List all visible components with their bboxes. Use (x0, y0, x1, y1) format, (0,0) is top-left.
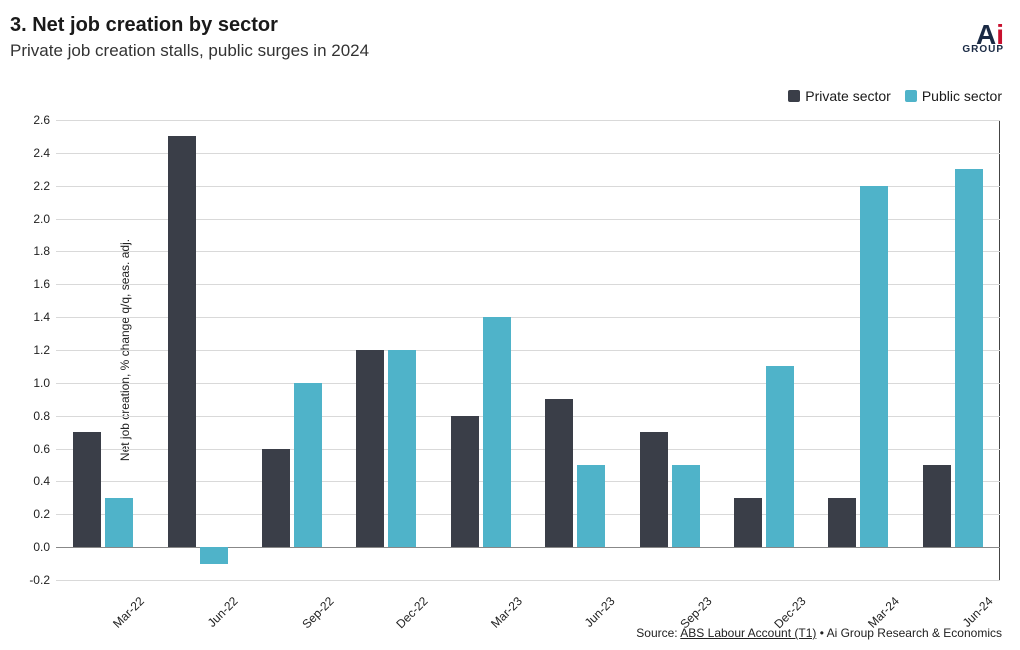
xtick-label: Sep-22 (299, 594, 336, 631)
gridline (56, 120, 1000, 121)
chart-plot-area: Net job creation, % change q/q, seas. ad… (56, 120, 1000, 580)
bar (734, 498, 762, 547)
gridline (56, 481, 1000, 482)
bar (577, 465, 605, 547)
gridline (56, 317, 1000, 318)
ytick-label: 2.0 (33, 212, 50, 226)
xtick-label: Jun-23 (582, 594, 618, 630)
ytick-label: 1.6 (33, 277, 50, 291)
gridline (56, 251, 1000, 252)
source-link[interactable]: ABS Labour Account (T1) (680, 626, 816, 640)
bar (860, 186, 888, 547)
bar (923, 465, 951, 547)
ytick-label: 0.2 (33, 507, 50, 521)
gridline (56, 416, 1000, 417)
legend-swatch-private (788, 90, 800, 102)
legend-item-private: Private sector (788, 88, 891, 104)
gridline (56, 350, 1000, 351)
legend-label-public: Public sector (922, 88, 1002, 104)
bar (451, 416, 479, 547)
bar (105, 498, 133, 547)
ytick-label: 1.8 (33, 244, 50, 258)
ytick-label: 1.2 (33, 343, 50, 357)
chart-legend: Private sector Public sector (788, 88, 1002, 104)
legend-swatch-public (905, 90, 917, 102)
bar (294, 383, 322, 547)
bar (200, 547, 228, 563)
bar (545, 399, 573, 547)
ytick-label: 0.0 (33, 540, 50, 554)
xtick-label: Jun-22 (204, 594, 240, 630)
bar (955, 169, 983, 547)
bar (483, 317, 511, 547)
ytick-label: 1.0 (33, 376, 50, 390)
ytick-label: 0.8 (33, 409, 50, 423)
gridline (56, 219, 1000, 220)
bar (262, 449, 290, 548)
bar (388, 350, 416, 547)
logo-subtext: GROUP (962, 44, 1004, 55)
xtick-label: Dec-22 (394, 594, 431, 631)
ytick-label: 0.6 (33, 442, 50, 456)
bar (828, 498, 856, 547)
legend-item-public: Public sector (905, 88, 1002, 104)
ytick-label: 2.4 (33, 146, 50, 160)
zero-line (56, 547, 1000, 548)
gridline (56, 284, 1000, 285)
gridline (56, 449, 1000, 450)
gridline (56, 383, 1000, 384)
bar (356, 350, 384, 547)
chart-source: Source: ABS Labour Account (T1) • Ai Gro… (636, 626, 1002, 640)
ytick-label: -0.2 (29, 573, 50, 587)
bar (168, 136, 196, 547)
xtick-label: Mar-23 (488, 594, 525, 631)
gridline (56, 186, 1000, 187)
gridline (56, 153, 1000, 154)
bar (73, 432, 101, 547)
xtick-label: Mar-22 (110, 594, 147, 631)
bar (640, 432, 668, 547)
gridline (56, 514, 1000, 515)
legend-label-private: Private sector (805, 88, 891, 104)
bar (672, 465, 700, 547)
ytick-label: 2.2 (33, 179, 50, 193)
source-suffix: • Ai Group Research & Economics (816, 626, 1002, 640)
ytick-label: 0.4 (33, 474, 50, 488)
ytick-label: 2.6 (33, 113, 50, 127)
bar (766, 366, 794, 547)
chart-title: 3. Net job creation by sector (10, 14, 1010, 37)
brand-logo: Ai GROUP (962, 24, 1004, 55)
gridline (56, 580, 1000, 581)
source-prefix: Source: (636, 626, 680, 640)
ytick-label: 1.4 (33, 310, 50, 324)
chart-subtitle: Private job creation stalls, public surg… (10, 41, 1010, 61)
xtick-label: Jun-24 (960, 594, 996, 630)
